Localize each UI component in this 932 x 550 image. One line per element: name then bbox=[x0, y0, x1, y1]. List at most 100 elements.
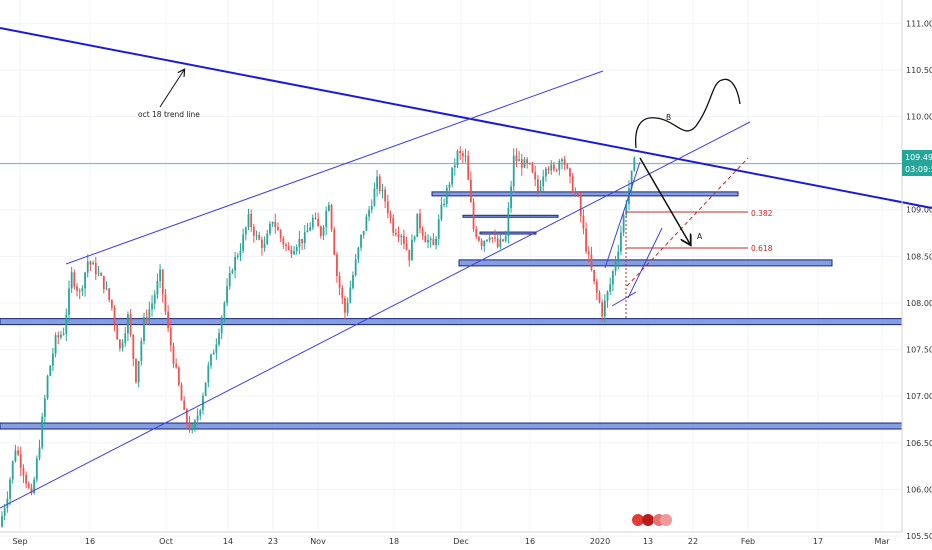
time-axis[interactable]: Sep 16 Oct 14 23 Nov 18 Dec 16 2020 13 22 Feb 17 Mar bbox=[0, 531, 902, 546]
candle-body bbox=[252, 227, 255, 236]
candle-body bbox=[41, 416, 44, 448]
support-zone bbox=[0, 318, 903, 326]
candle-body bbox=[515, 155, 518, 162]
candle-body bbox=[68, 288, 70, 315]
candle-body bbox=[622, 214, 625, 233]
candle-body bbox=[290, 249, 293, 255]
candle-body bbox=[370, 205, 373, 210]
y-tick-label: 106.500 bbox=[906, 439, 932, 448]
candle-body bbox=[429, 238, 432, 241]
candle-body bbox=[239, 250, 242, 256]
candle-body bbox=[419, 213, 421, 229]
candle-body bbox=[153, 294, 156, 304]
candle-body bbox=[54, 335, 57, 354]
y-tick-label: 111.000 bbox=[906, 19, 932, 28]
x-tick-label: 2020 bbox=[590, 537, 610, 546]
candle-body bbox=[175, 363, 178, 368]
candle-body bbox=[255, 234, 258, 236]
candle-body bbox=[25, 475, 28, 484]
candle-body bbox=[432, 238, 435, 246]
candle-body bbox=[354, 259, 357, 276]
candle-body bbox=[528, 163, 531, 165]
candle-body bbox=[306, 230, 309, 233]
y-tick-label: 110.500 bbox=[906, 66, 932, 75]
x-tick-label: 14 bbox=[223, 537, 233, 546]
candle-body bbox=[362, 230, 365, 235]
candle-body bbox=[140, 340, 143, 362]
candle-body bbox=[132, 334, 135, 359]
candle-body bbox=[325, 210, 328, 228]
candle-body bbox=[386, 201, 389, 214]
candle-body bbox=[488, 237, 491, 240]
candle-body bbox=[330, 205, 333, 230]
candle-body bbox=[274, 221, 277, 227]
candle-body bbox=[587, 251, 590, 255]
candle-body bbox=[212, 352, 215, 355]
wave-b-path bbox=[634, 78, 741, 149]
event-flag-icon[interactable] bbox=[642, 514, 654, 526]
event-markers[interactable] bbox=[632, 514, 672, 526]
candle-body bbox=[569, 168, 571, 177]
event-flag-icon[interactable] bbox=[632, 514, 644, 526]
candle-body bbox=[116, 324, 119, 340]
y-tick-label: 110.000 bbox=[906, 113, 932, 122]
candle-body bbox=[191, 428, 194, 431]
candle-body bbox=[504, 236, 507, 242]
candle-body bbox=[526, 159, 529, 164]
candle-body bbox=[421, 228, 424, 236]
candle-body bbox=[303, 232, 306, 243]
candle-body bbox=[215, 344, 218, 353]
candle-body bbox=[231, 270, 234, 274]
candle-body bbox=[593, 269, 596, 282]
candle-body bbox=[210, 354, 212, 366]
candle-body bbox=[236, 255, 239, 257]
candle-body bbox=[620, 232, 622, 252]
current-price-label: 109.495 bbox=[905, 153, 932, 162]
y-tick-label: 105.500 bbox=[906, 532, 932, 541]
countdown-label: 03:09:57 bbox=[905, 165, 932, 174]
candle-body bbox=[394, 232, 397, 235]
candle-body bbox=[448, 184, 451, 188]
candle-body bbox=[397, 234, 400, 238]
candle-body bbox=[57, 335, 60, 338]
candle-body bbox=[601, 302, 604, 317]
candle-body bbox=[38, 447, 41, 459]
candle-body bbox=[547, 168, 550, 171]
candle-body bbox=[507, 208, 510, 237]
candle-body bbox=[43, 398, 46, 417]
trend-line-label: oct 18 trend line bbox=[138, 110, 200, 119]
candle-body bbox=[309, 227, 312, 231]
candle-body bbox=[437, 219, 440, 239]
candle-body bbox=[542, 176, 545, 187]
candle-body bbox=[121, 343, 124, 349]
price-axis[interactable]: 111.000110.500110.000109.500109.000108.5… bbox=[901, 0, 932, 541]
candle-body bbox=[86, 261, 89, 273]
mini-channel-line bbox=[611, 291, 637, 307]
candle-body bbox=[346, 302, 349, 313]
x-tick-label: 16 bbox=[525, 537, 535, 546]
candle-body bbox=[279, 230, 282, 239]
candle-body bbox=[389, 213, 392, 219]
candle-body bbox=[392, 218, 395, 233]
candle-body bbox=[614, 261, 617, 272]
candle-body bbox=[553, 164, 555, 170]
candle-body bbox=[263, 244, 266, 248]
x-tick-label: Dec bbox=[453, 537, 468, 546]
support-zone bbox=[431, 191, 739, 197]
candle-body bbox=[402, 235, 405, 244]
candle-body bbox=[6, 498, 9, 508]
candle-body bbox=[19, 454, 22, 469]
event-flag-icon[interactable] bbox=[660, 514, 672, 526]
candle-body bbox=[499, 239, 502, 248]
x-tick-label: Mar bbox=[874, 537, 890, 546]
candle-body bbox=[293, 251, 295, 255]
candle-body bbox=[360, 234, 362, 248]
candle-body bbox=[625, 204, 628, 215]
candle-body bbox=[266, 233, 269, 245]
candle-body bbox=[349, 287, 352, 303]
candle-body bbox=[590, 254, 593, 270]
candle-body bbox=[49, 365, 52, 376]
candle-body bbox=[518, 159, 521, 162]
